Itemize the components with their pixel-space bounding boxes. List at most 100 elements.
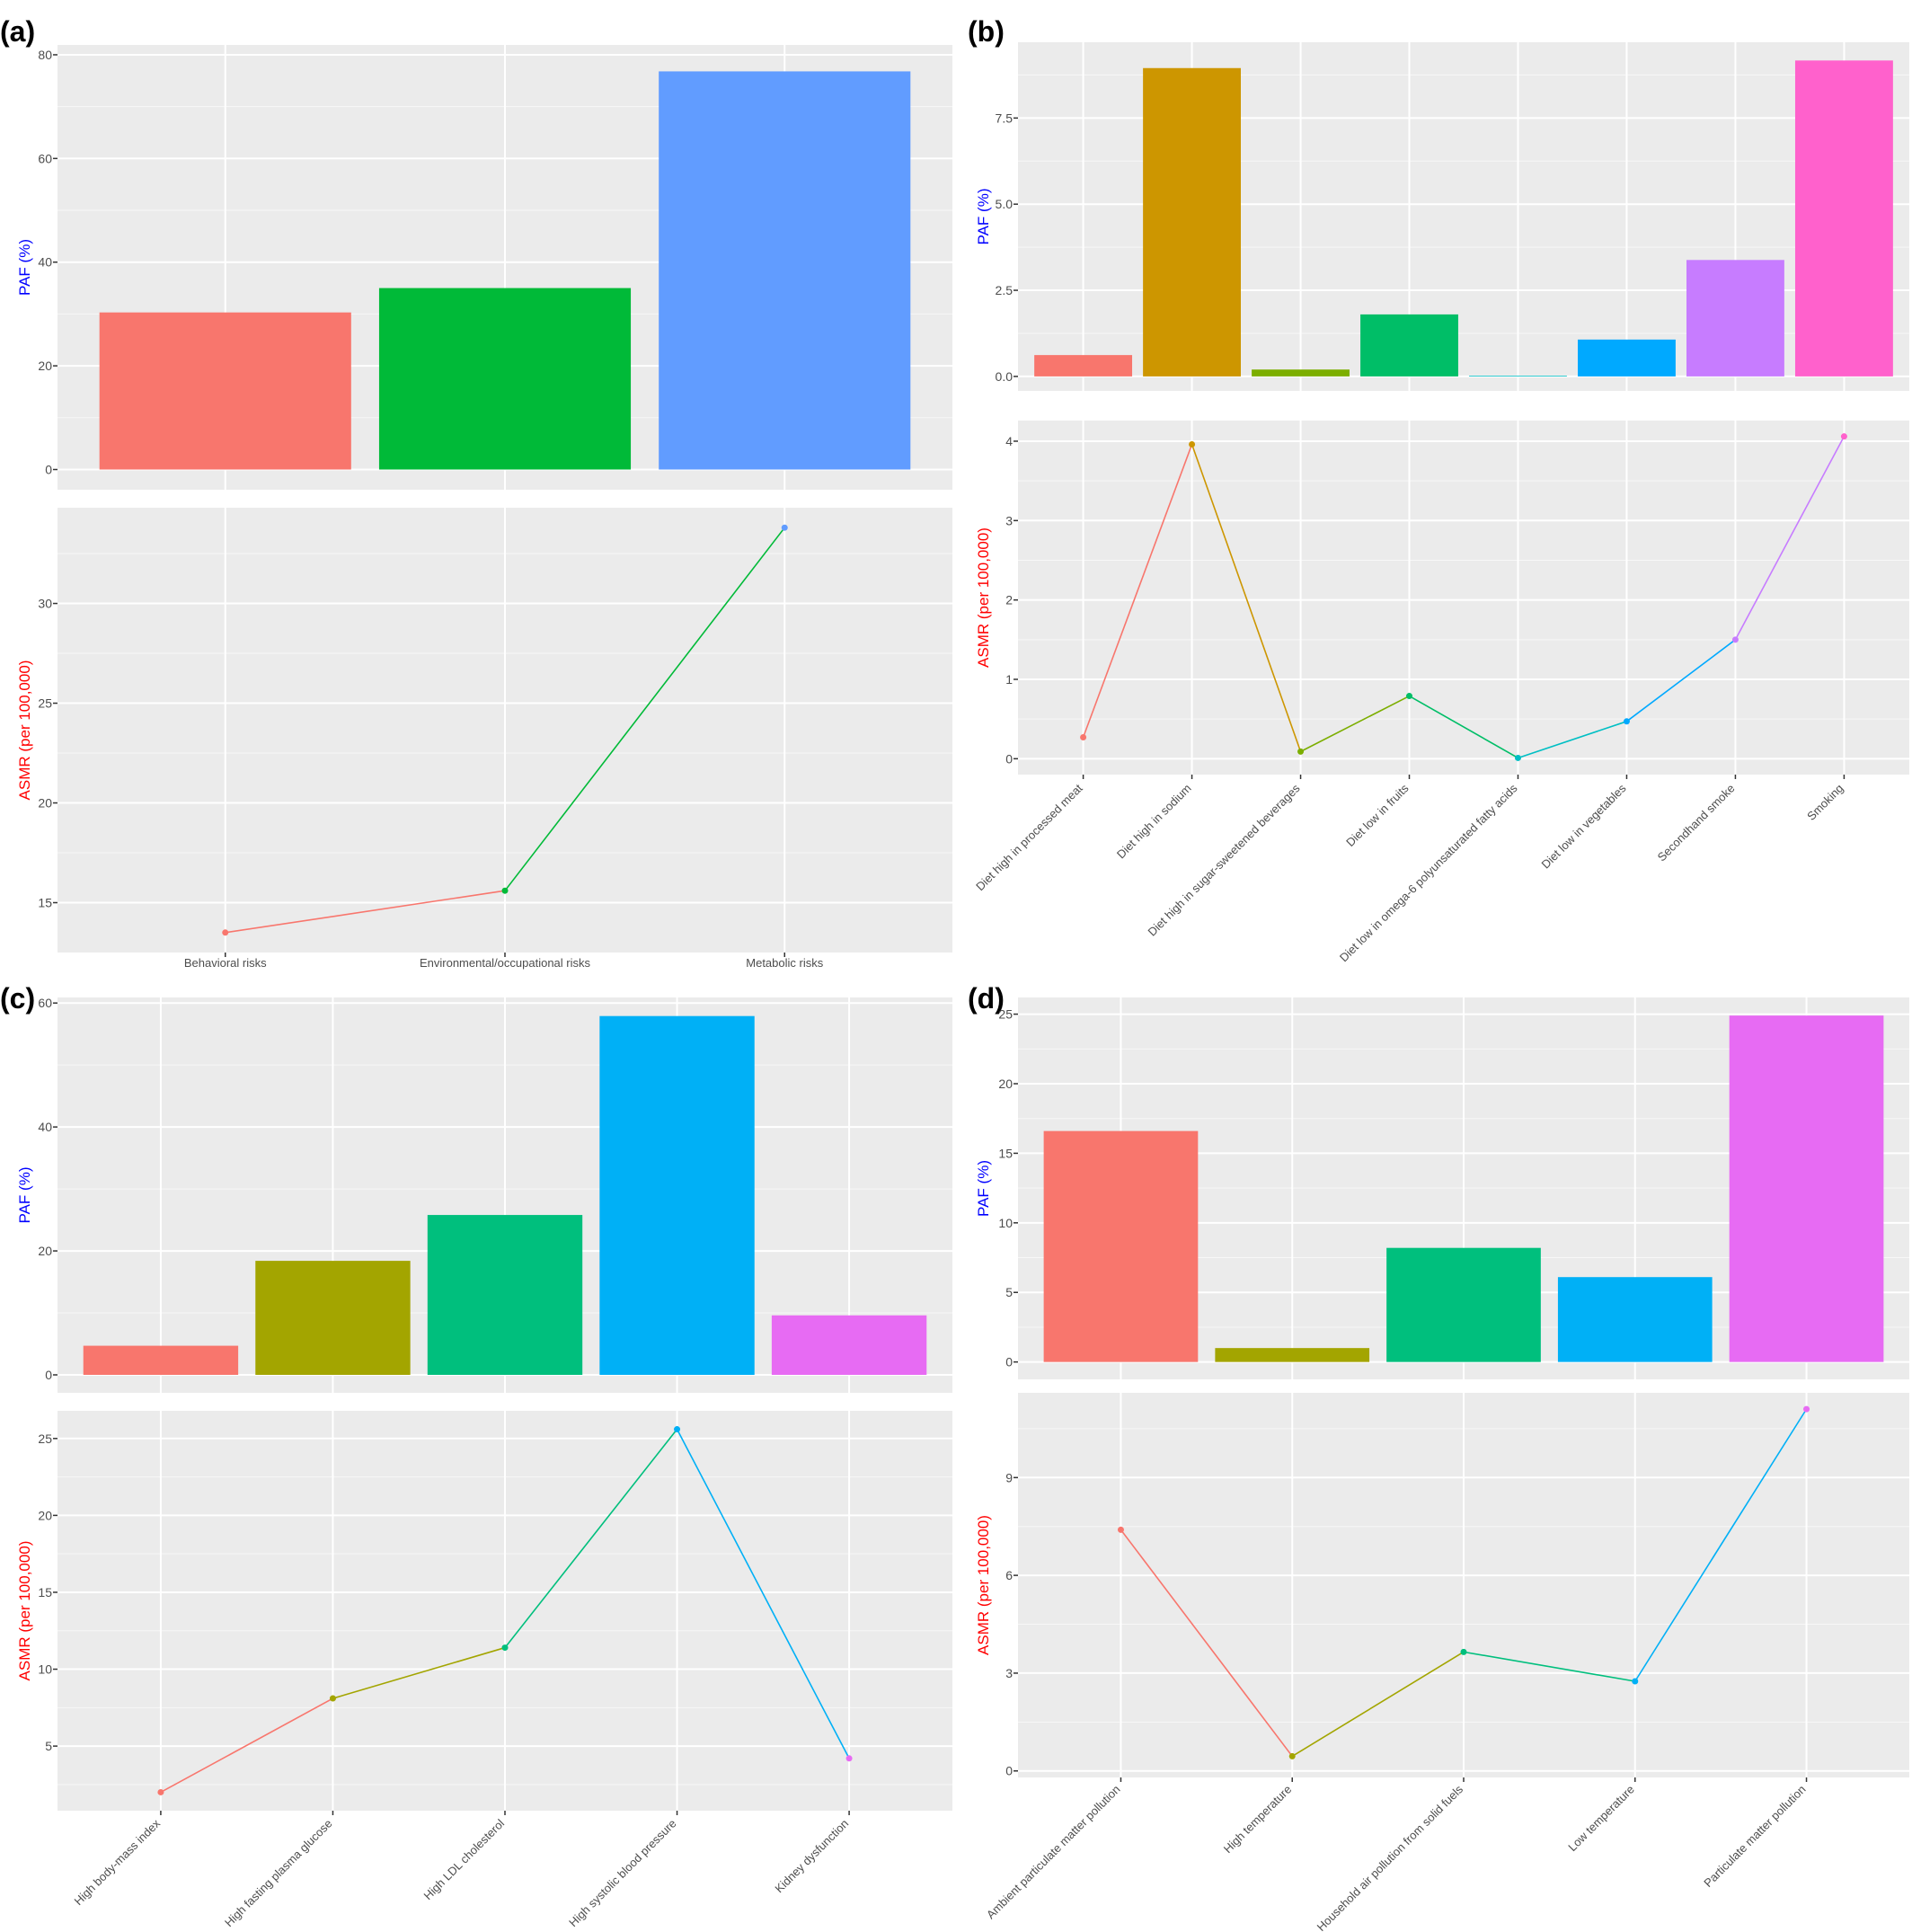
asmr-point [1117,1526,1124,1533]
paf-bar [1386,1247,1541,1362]
paf-y-tick-label: 20 [38,1244,52,1258]
x-tick-label: Metabolic risks [746,956,823,970]
asmr-line-segment [1082,444,1193,738]
paf-y-axis-label: PAF (%) [16,239,33,296]
paf-bar [1034,355,1133,377]
paf-y-tick-label: 80 [38,48,52,62]
paf-y-tick-label: 60 [38,996,52,1010]
asmr-line-segment [1518,721,1627,759]
paf-bar [255,1261,411,1375]
asmr-line-segment [1463,1651,1635,1682]
asmr-point [1189,441,1196,448]
paf-y-tick-label: 2.5 [996,283,1014,297]
asmr-y-tick-label: 3 [1005,513,1013,527]
asmr-point [501,887,509,894]
asmr-point [1803,1405,1810,1413]
asmr-y-tick-label: 6 [1005,1568,1013,1582]
asmr-y-axis-label: ASMR (per 100,000) [975,1515,992,1655]
asmr-point [1840,433,1847,440]
panel-letter: (c) [0,982,35,1015]
paf-y-tick-label: 5 [1005,1285,1013,1299]
asmr-point [1623,718,1630,725]
asmr-point [222,929,229,936]
asmr-point [329,1695,336,1702]
asmr-point [1514,754,1521,761]
paf-bar [599,1015,755,1375]
asmr-line-segment [504,1429,678,1649]
paf-y-tick-label: 7.5 [996,111,1014,125]
asmr-line-segment [160,1697,333,1794]
asmr-point [845,1755,853,1762]
paf-y-axis-label: PAF (%) [16,1167,33,1224]
asmr-y-tick-label: 20 [38,796,52,811]
paf-bar [378,288,632,470]
asmr-point [1288,1752,1296,1759]
asmr-y-tick-label: 20 [38,1508,52,1522]
asmr-y-tick-label: 0 [1005,1764,1013,1778]
paf-bar [1215,1348,1370,1362]
paf-y-tick-label: 25 [998,1007,1013,1022]
asmr-line-segment [1625,639,1736,722]
asmr-line-segment [676,1429,850,1759]
asmr-point [1080,733,1087,740]
asmr-point [157,1788,164,1795]
paf-bar [771,1315,927,1375]
asmr-plot-background [1018,421,1909,775]
asmr-y-tick-label: 25 [38,1431,52,1446]
paf-y-axis-label: PAF (%) [975,1160,992,1217]
panel-letter: (d) [968,982,1005,1015]
x-tick-label: Environmental/occupational risks [420,956,591,970]
paf-bar [1360,314,1458,377]
chart-panel-1: (b) 0.0 2.5 5.0 7.5 PAF (%) 0 1 2 3 4 ASMR (per 100… [968,15,1909,964]
paf-bar [1794,60,1893,377]
asmr-point [1460,1648,1467,1655]
paf-y-tick-label: 15 [998,1146,1013,1160]
asmr-line-segment [1634,1408,1808,1682]
paf-bar [1729,1015,1884,1362]
asmr-line-segment [332,1646,506,1699]
paf-bar [1469,376,1567,377]
paf-y-tick-label: 40 [38,1120,52,1134]
asmr-y-axis-label: ASMR (per 100,000) [16,1541,33,1681]
asmr-line-segment [504,527,785,891]
asmr-point [1731,636,1739,643]
paf-bar [659,71,911,470]
paf-bar [1578,339,1676,377]
chart-panel-3: (d) 0 5 10 15 20 25 PAF (%) 0 3 6 9 ASMR (per 100,00… [968,982,1909,1932]
paf-bar [1686,260,1784,377]
asmr-line-segment [1300,695,1410,753]
paf-y-tick-label: 0 [45,1368,52,1382]
asmr-y-tick-label: 1 [1005,672,1013,687]
asmr-y-tick-label: 0 [1005,751,1013,766]
panel-letter: (b) [968,15,1005,48]
asmr-line-segment [1409,695,1518,759]
asmr-y-axis-label: ASMR (per 100,000) [16,660,33,801]
asmr-point [1297,748,1305,755]
paf-y-tick-label: 0 [1005,1355,1013,1369]
asmr-y-tick-label: 4 [1005,434,1013,448]
asmr-point [1632,1678,1639,1685]
asmr-y-tick-label: 5 [45,1739,52,1753]
asmr-y-tick-label: 30 [38,597,52,611]
asmr-line-segment [1191,444,1302,752]
asmr-y-tick-label: 25 [38,696,52,711]
asmr-y-tick-label: 10 [38,1662,52,1677]
asmr-line-segment [1734,436,1846,641]
asmr-line-segment [1291,1651,1465,1758]
panel-letter: (a) [0,15,35,48]
paf-bar [1143,67,1241,377]
paf-y-tick-label: 0.0 [996,369,1014,384]
paf-y-tick-label: 60 [38,151,52,165]
asmr-line-segment [225,890,506,934]
x-tick-label: Behavioral risks [184,956,267,970]
paf-y-tick-label: 40 [38,255,52,270]
paf-bar [427,1215,583,1375]
paf-y-tick-label: 10 [998,1216,1013,1230]
paf-y-tick-label: 5.0 [996,197,1014,211]
asmr-y-tick-label: 9 [1005,1470,1013,1484]
paf-y-tick-label: 20 [38,359,52,373]
asmr-y-axis-label: ASMR (per 100,000) [975,527,992,668]
asmr-y-tick-label: 15 [38,896,52,910]
paf-y-axis-label: PAF (%) [975,189,992,245]
